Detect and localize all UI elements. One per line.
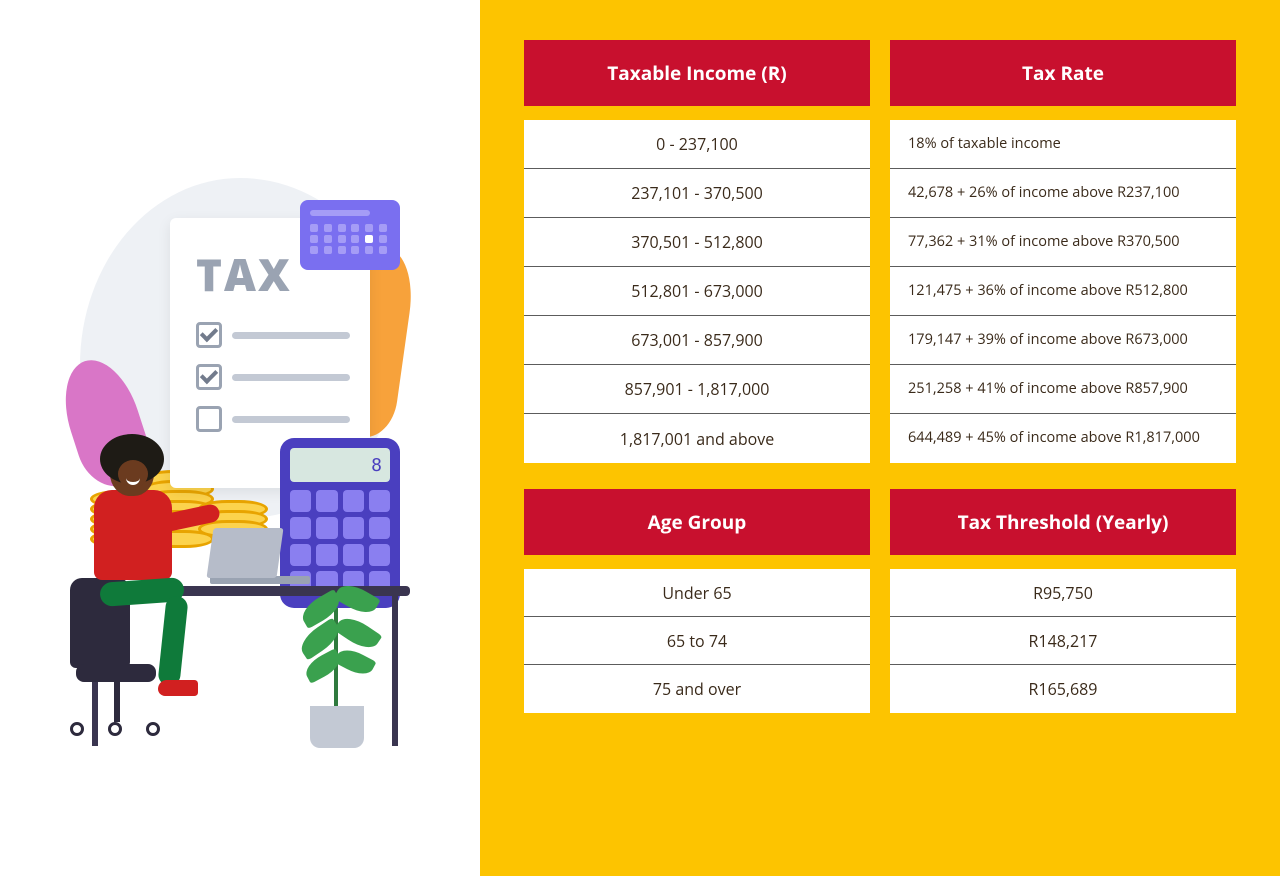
tax-threshold-table: Age Group Tax Threshold (Yearly) Under 6…: [524, 489, 1236, 713]
threshold-age-cell: 75 and over: [524, 665, 870, 713]
checklist-row: [196, 322, 350, 348]
threshold-table-header-age: Age Group: [524, 489, 870, 555]
tax-table-header-income: Taxable Income (R): [524, 40, 870, 106]
threshold-age-cell: Under 65: [524, 569, 870, 617]
tax-rate-cell: 644,489 + 45% of income above R1,817,000: [890, 414, 1236, 463]
checkbox-checked-icon: [196, 364, 222, 390]
checklist-row: [196, 364, 350, 390]
threshold-amount-cell: R95,750: [890, 569, 1236, 617]
tax-brackets-table: Taxable Income (R) Tax Rate 0 - 237,100 …: [524, 40, 1236, 463]
tax-income-cell: 857,901 - 1,817,000: [524, 365, 870, 414]
tax-rate-cell: 121,475 + 36% of income above R512,800: [890, 267, 1236, 316]
checkbox-empty-icon: [196, 406, 222, 432]
person-at-desk: [110, 448, 172, 670]
tax-rate-cell: 18% of taxable income: [890, 120, 1236, 169]
tax-income-cell: 512,801 - 673,000: [524, 267, 870, 316]
tax-rate-cell: 179,147 + 39% of income above R673,000: [890, 316, 1236, 365]
tax-illustration: TAX 8: [40, 118, 440, 758]
tax-rate-cell: 77,362 + 31% of income above R370,500: [890, 218, 1236, 267]
checkbox-checked-icon: [196, 322, 222, 348]
threshold-amount-cell: R165,689: [890, 665, 1236, 713]
tax-income-cell: 237,101 - 370,500: [524, 169, 870, 218]
calculator-display: 8: [290, 448, 390, 482]
threshold-table-header-amount: Tax Threshold (Yearly): [890, 489, 1236, 555]
tax-rate-cell: 42,678 + 26% of income above R237,100: [890, 169, 1236, 218]
threshold-amount-cell: R148,217: [890, 617, 1236, 665]
tax-income-cell: 0 - 237,100: [524, 120, 870, 169]
tax-table-header-rate: Tax Rate: [890, 40, 1236, 106]
threshold-age-cell: 65 to 74: [524, 617, 870, 665]
tax-rate-cell: 251,258 + 41% of income above R857,900: [890, 365, 1236, 414]
illustration-panel: TAX 8: [0, 0, 480, 876]
calendar-icon: [300, 200, 400, 270]
checklist-row: [196, 406, 350, 432]
tax-income-cell: 1,817,001 and above: [524, 414, 870, 463]
tables-panel: Taxable Income (R) Tax Rate 0 - 237,100 …: [480, 0, 1280, 876]
potted-plant: [280, 558, 390, 748]
tax-income-cell: 370,501 - 512,800: [524, 218, 870, 267]
tax-income-cell: 673,001 - 857,900: [524, 316, 870, 365]
